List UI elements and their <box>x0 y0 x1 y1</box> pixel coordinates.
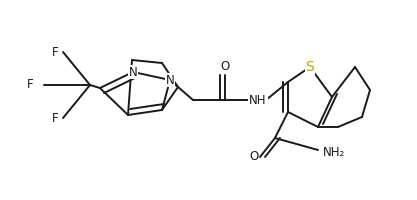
Text: S: S <box>306 60 314 74</box>
Text: NH: NH <box>249 94 267 106</box>
Text: O: O <box>249 150 259 164</box>
Text: F: F <box>52 46 58 58</box>
Text: F: F <box>27 78 33 92</box>
Text: N: N <box>166 73 174 86</box>
Text: F: F <box>52 112 58 124</box>
Text: N: N <box>128 66 137 78</box>
Text: O: O <box>220 60 230 73</box>
Text: NH₂: NH₂ <box>323 146 345 160</box>
